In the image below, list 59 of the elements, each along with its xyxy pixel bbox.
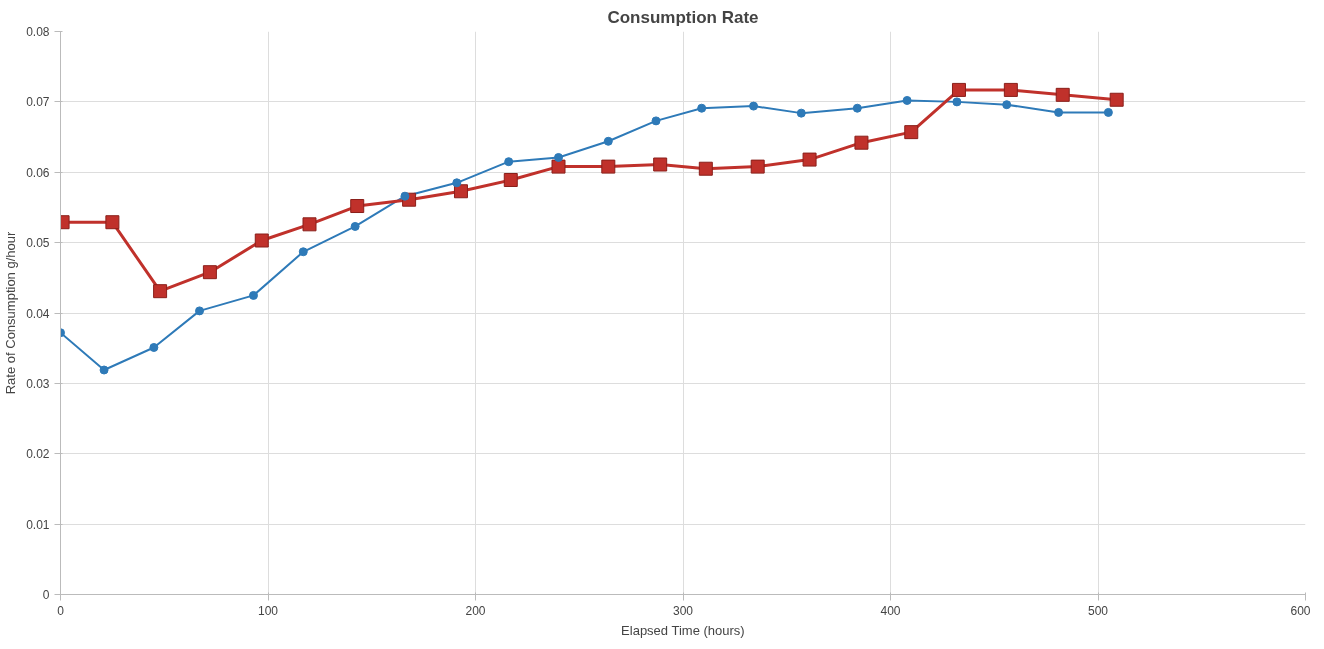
point [1054,107,1064,117]
point [750,159,765,174]
x-tick-label: 300 [672,603,694,618]
point [1055,87,1070,102]
y-tick-label: 0.03 [26,376,50,391]
y-tick-label: 0.08 [26,25,50,39]
point [302,217,317,232]
point [248,290,258,300]
point [298,247,308,257]
point [603,136,613,146]
point [1002,100,1012,110]
point [153,284,168,299]
point [852,103,862,113]
point [854,135,869,150]
point [254,233,269,248]
point [653,157,668,172]
x-tick-label: 200 [465,603,486,618]
x-tick-label: 600 [1290,603,1311,618]
y-tick-label: 0.04 [26,306,50,321]
point [902,95,912,105]
point [195,306,205,316]
point [105,215,120,230]
point [453,184,468,199]
point [601,159,616,174]
x-tick-label: 400 [880,603,901,618]
point [1103,107,1113,117]
point [951,82,966,97]
y-tick-label: 0.06 [26,165,50,180]
point [149,342,159,352]
point [503,172,518,187]
point [554,152,563,162]
x-axis-title: Elapsed Time (hours) [621,622,745,638]
y-axis-title: Rate of Consumption g/hour [3,231,19,395]
x-tick-label: 0 [57,603,65,618]
chart-title: Consumption Rate [607,7,759,27]
point [749,101,759,111]
point [1003,82,1018,97]
point [202,265,217,280]
point [504,157,514,167]
point [802,152,817,167]
x-tick-label: 500 [1087,603,1109,618]
point [551,159,566,174]
point [698,161,713,176]
y-tick-label: 0.02 [26,447,50,462]
point [350,199,365,214]
x-tick-label: 100 [257,603,279,618]
y-tick-label: 0 [42,588,50,602]
point [651,116,661,126]
y-tick-label: 0.01 [26,517,50,532]
point [99,365,109,375]
point [904,125,919,140]
point [350,221,360,231]
point [452,178,462,188]
point [796,108,806,118]
y-tick-label: 0.07 [26,95,50,110]
point [697,103,707,113]
point [952,97,962,107]
point [1109,92,1124,107]
y-tick-label: 0.05 [26,236,50,251]
